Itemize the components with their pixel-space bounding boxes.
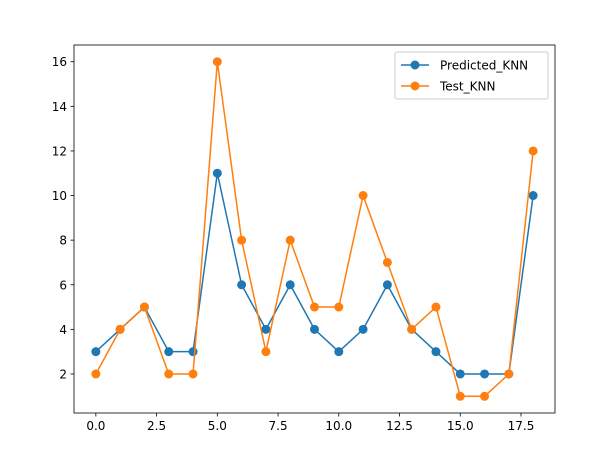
legend-marker: [410, 81, 420, 91]
y-tick-label: 8: [59, 234, 67, 248]
data-point: [310, 302, 319, 312]
data-point: [91, 347, 101, 357]
legend-label: Test_KNN: [439, 80, 495, 94]
data-point: [115, 324, 125, 334]
y-tick-label: 14: [52, 100, 67, 114]
x-tick-label: 0.0: [86, 419, 105, 433]
x-tick-label: 12.5: [386, 419, 413, 433]
data-point: [504, 369, 514, 379]
data-point: [261, 324, 271, 334]
legend-entry: Test_KNN: [401, 80, 495, 94]
data-point: [480, 369, 490, 379]
data-point: [285, 280, 295, 290]
legend-label: Predicted_KNN: [440, 59, 528, 73]
y-tick-label: 16: [52, 55, 67, 69]
data-point: [334, 347, 344, 357]
data-point: [261, 347, 271, 357]
data-point: [139, 302, 149, 312]
x-tick-label: 17.5: [508, 419, 535, 433]
data-point: [382, 257, 392, 267]
axes-layer: 0.0 2.5 5.0 7.5 10.0 12.5 15.0 17.5 2 4 6 8 10 12 14 16: [52, 44, 556, 433]
y-tick-label: 12: [52, 144, 67, 158]
series-layer: [91, 57, 538, 401]
x-tick-label: 10.0: [325, 419, 352, 433]
data-point: [237, 280, 247, 290]
data-point: [455, 369, 465, 379]
data-point: [285, 235, 295, 245]
x-tick-label: 5.0: [208, 419, 227, 433]
data-point: [212, 168, 222, 178]
data-point: [358, 324, 368, 334]
data-point: [188, 347, 198, 357]
data-point: [164, 347, 174, 357]
data-point: [528, 191, 538, 201]
series-Test_KNN: [91, 57, 538, 401]
legend: Predicted_KNN Test_KNN: [394, 51, 549, 100]
data-point: [480, 391, 490, 401]
x-tick-label: 2.5: [147, 419, 166, 433]
x-tick-label: 15.0: [447, 419, 474, 433]
y-tick-label: 6: [59, 278, 67, 292]
data-point: [455, 391, 465, 401]
data-point: [212, 57, 222, 67]
y-tick-label: 10: [52, 189, 67, 203]
y-tick-label: 4: [59, 323, 67, 337]
data-point: [237, 235, 247, 245]
data-point: [382, 280, 392, 290]
data-point: [407, 324, 417, 334]
data-point: [431, 302, 441, 312]
y-tick-label: 2: [59, 367, 67, 381]
x-tick-label: 7.5: [269, 419, 288, 433]
legend-entry: Predicted_KNN: [401, 59, 528, 73]
data-point: [164, 369, 174, 379]
data-point: [310, 324, 319, 334]
data-point: [431, 347, 441, 357]
data-point: [188, 369, 198, 379]
plot-frame: [73, 44, 556, 414]
data-point: [528, 146, 538, 156]
data-point: [91, 369, 101, 379]
legend-box: [394, 51, 549, 100]
data-point: [334, 302, 344, 312]
data-point: [358, 191, 368, 201]
legend-marker: [410, 60, 420, 70]
